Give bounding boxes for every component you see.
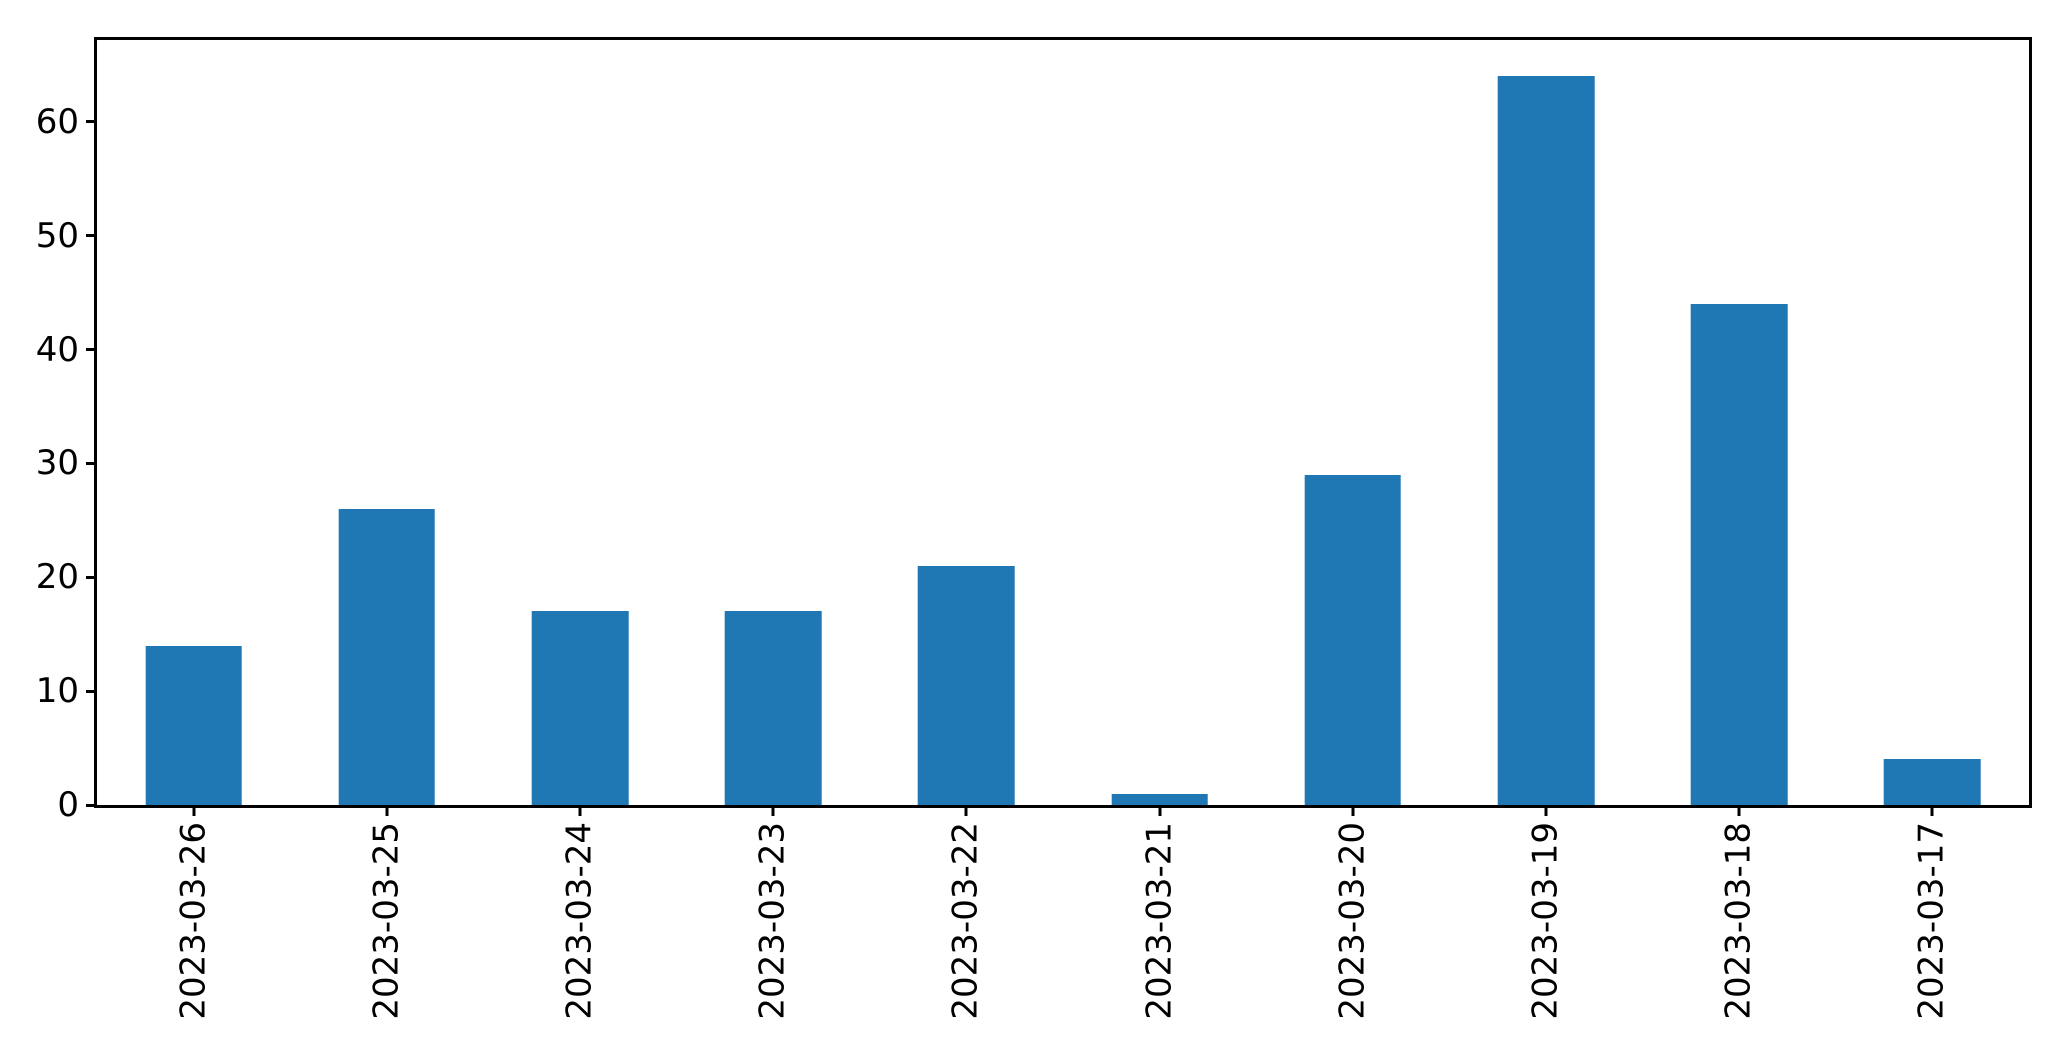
x-tick-label: 2023-03-22 (945, 822, 986, 1020)
bar (1304, 474, 1402, 805)
y-tick-mark (86, 348, 94, 352)
bar (145, 645, 242, 805)
y-tick-mark (86, 803, 94, 807)
x-tick-label: 2023-03-20 (1332, 822, 1373, 1020)
x-tick-label: 2023-03-24 (559, 822, 600, 1020)
x-tick-mark (385, 808, 389, 816)
x-tick-label: 2023-03-17 (1911, 822, 1952, 1020)
x-tick-label: 2023-03-23 (752, 822, 793, 1020)
x-tick-mark (1351, 808, 1355, 816)
x-tick-mark (192, 808, 196, 816)
y-tick-label: 0 (57, 785, 79, 825)
y-tick-label: 60 (35, 101, 79, 142)
bar (1690, 304, 1788, 805)
x-tick-label: 2023-03-21 (1139, 822, 1180, 1020)
y-tick-label: 50 (35, 215, 79, 256)
bar (1884, 759, 1981, 805)
y-tick-mark (86, 234, 94, 238)
x-tick-label: 2023-03-18 (1718, 822, 1759, 1020)
y-tick-label: 30 (35, 443, 79, 484)
bar (1111, 793, 1208, 805)
bar (724, 611, 822, 805)
y-tick-mark (86, 461, 94, 465)
x-tick-mark (1737, 808, 1741, 816)
x-tick-mark (1930, 808, 1934, 816)
y-tick-label: 10 (35, 671, 79, 712)
bar (531, 611, 629, 805)
x-tick-label: 2023-03-26 (173, 822, 214, 1020)
y-tick-mark (86, 120, 94, 124)
bar (338, 509, 436, 805)
bar (918, 565, 1015, 805)
plot-area: 0 10 20 30 40 50 60 2023-03-26 2023-03-25 2023-03… (36, 37, 2032, 1020)
x-tick-mark (964, 808, 968, 816)
x-tick-label: 2023-03-19 (1525, 822, 1566, 1020)
x-tick-mark (771, 808, 775, 816)
x-tick-mark (578, 808, 582, 816)
x-tick-mark (1544, 808, 1548, 816)
bar (1497, 76, 1595, 805)
x-tick-label: 2023-03-25 (366, 822, 407, 1020)
y-tick-label: 20 (35, 557, 79, 598)
y-tick-mark (86, 575, 94, 579)
y-tick-label: 40 (35, 329, 79, 370)
y-tick-mark (86, 689, 94, 693)
x-tick-mark (1158, 808, 1162, 816)
